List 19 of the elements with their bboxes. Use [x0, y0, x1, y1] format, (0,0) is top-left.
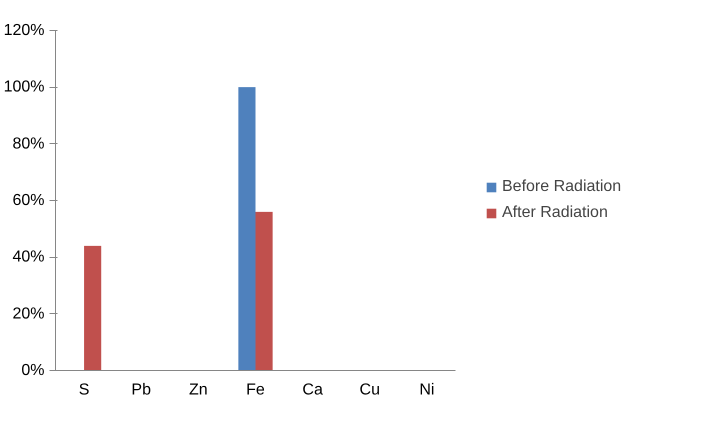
y-tick-label: 20%	[12, 305, 45, 322]
x-tick-label: Zn	[189, 382, 208, 398]
y-tick-label: 120%	[4, 22, 44, 39]
y-tick-label: 40%	[12, 248, 45, 266]
bar	[84, 246, 102, 370]
x-tick-label: Ca	[302, 382, 323, 398]
y-tick-label: 60%	[12, 192, 45, 209]
x-tick-label: Cu	[360, 382, 380, 398]
y-tick-label: 0%	[21, 362, 44, 379]
y-tick-label: 100%	[4, 78, 44, 96]
bar	[238, 87, 256, 370]
x-tick-label: Fe	[246, 382, 265, 398]
x-tick-label: Ni	[419, 382, 434, 398]
x-tick-label: S	[78, 382, 90, 398]
legend-label: After Radiation	[502, 204, 608, 222]
x-tick-label: Pb	[131, 382, 152, 398]
y-tick-label: 80%	[12, 135, 45, 152]
bar	[256, 212, 273, 370]
legend-label: Before Radiation	[502, 178, 622, 196]
